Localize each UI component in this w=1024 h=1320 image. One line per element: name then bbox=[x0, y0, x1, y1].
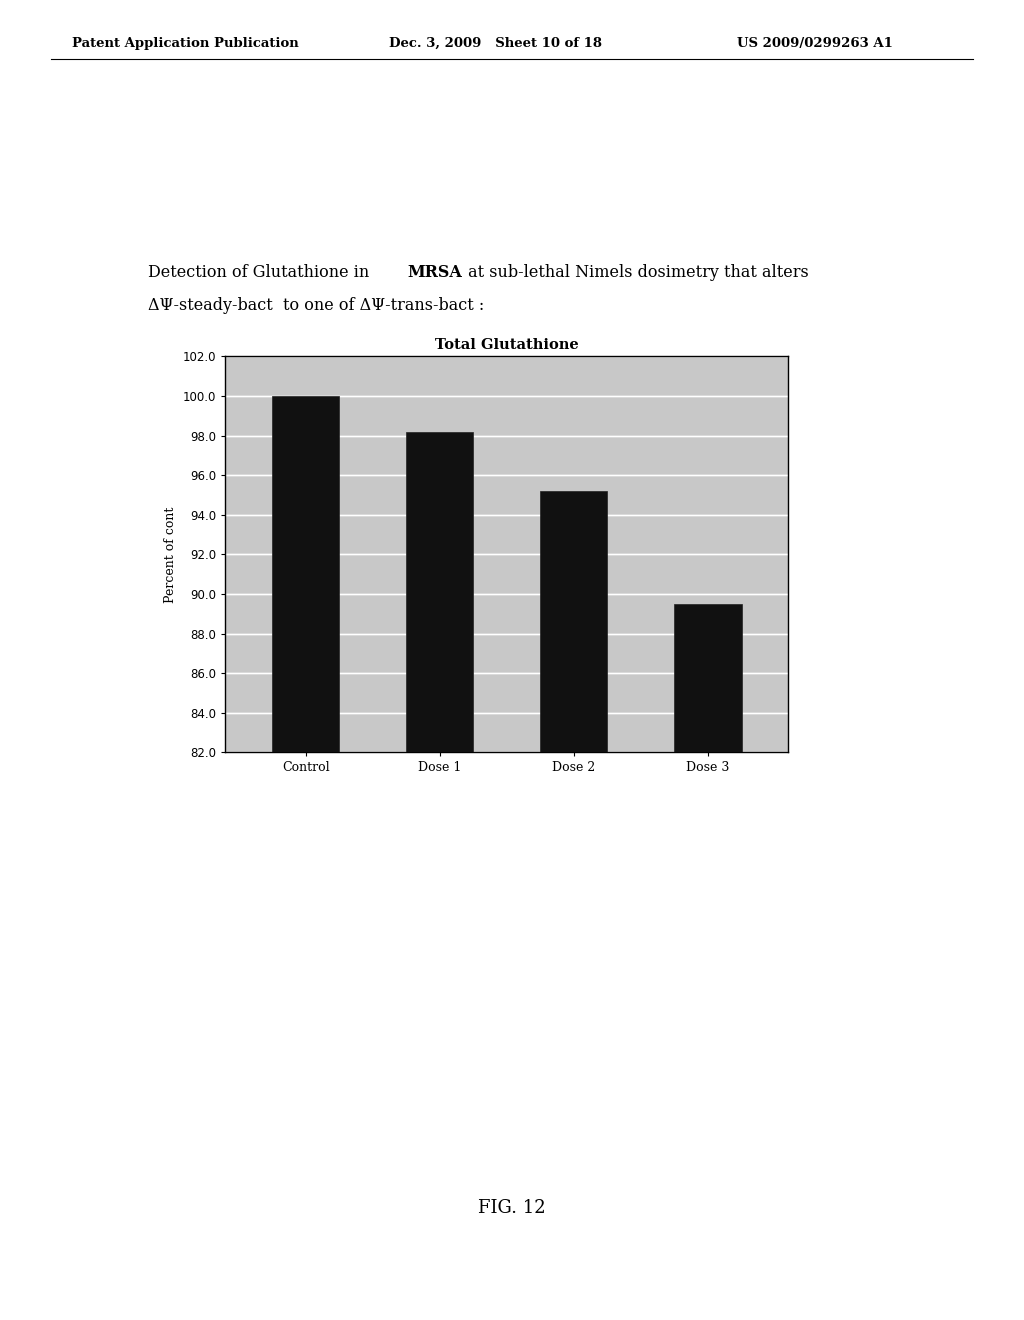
Text: at sub-lethal Nimels dosimetry that alters: at sub-lethal Nimels dosimetry that alte… bbox=[463, 264, 809, 281]
Text: Patent Application Publication: Patent Application Publication bbox=[72, 37, 298, 50]
Bar bbox=[675, 603, 741, 752]
Text: US 2009/0299263 A1: US 2009/0299263 A1 bbox=[737, 37, 893, 50]
Text: Detection of Glutathione in: Detection of Glutathione in bbox=[148, 264, 375, 281]
Text: ΔΨ-steady-bact  to one of ΔΨ-trans-bact :: ΔΨ-steady-bact to one of ΔΨ-trans-bact : bbox=[148, 297, 484, 314]
Y-axis label: Percent of cont: Percent of cont bbox=[164, 506, 177, 603]
Text: MRSA: MRSA bbox=[408, 264, 463, 281]
Bar bbox=[541, 491, 607, 752]
Bar bbox=[272, 396, 339, 752]
Bar bbox=[407, 432, 473, 752]
Text: Dec. 3, 2009   Sheet 10 of 18: Dec. 3, 2009 Sheet 10 of 18 bbox=[389, 37, 602, 50]
Text: FIG. 12: FIG. 12 bbox=[478, 1199, 546, 1217]
Title: Total Glutathione: Total Glutathione bbox=[435, 338, 579, 352]
